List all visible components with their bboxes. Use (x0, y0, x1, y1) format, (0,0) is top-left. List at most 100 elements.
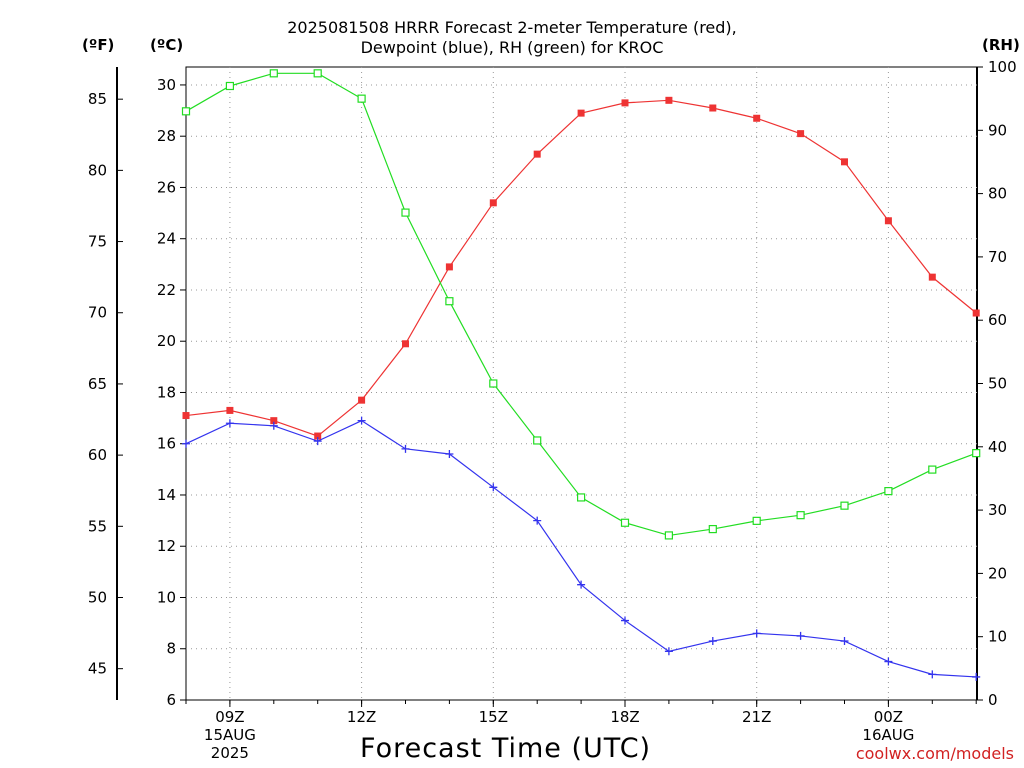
rh-point (489, 379, 498, 388)
plot-frame (185, 66, 978, 701)
temperature-point (797, 130, 805, 138)
dewpoint-point (445, 449, 454, 458)
x-tick-label: 00Z (874, 708, 903, 726)
celsius-tick-label: 12 (157, 537, 176, 555)
rh-tick-label: 60 (988, 311, 1007, 329)
x-tick-label: 15Z (479, 708, 508, 726)
rh-point (225, 81, 234, 91)
temperature-point (841, 158, 848, 166)
dewpoint-point (577, 580, 586, 589)
rh-series-line (185, 72, 977, 537)
rh-tick-label: 90 (988, 121, 1007, 139)
dewpoint-point (928, 670, 937, 679)
rh-tick-label: 50 (988, 375, 1007, 393)
rh-tick-label: 70 (988, 248, 1007, 266)
fahrenheit-tick-label: 45 (88, 660, 107, 678)
temperature-point (884, 217, 892, 225)
temperature-point (928, 273, 936, 281)
temperature-point (358, 396, 366, 404)
celsius-tick-label: 16 (157, 435, 176, 453)
rh-point (928, 465, 937, 474)
fahrenheit-tick-label: 70 (88, 304, 107, 322)
rh-tick-label: 30 (988, 501, 1007, 519)
rh-point (401, 208, 410, 217)
celsius-tick-label: 28 (157, 127, 176, 145)
dewpoint-point (225, 419, 234, 428)
dewpoint-point (489, 483, 498, 492)
dewpoint-point (884, 657, 893, 666)
rh-point (533, 436, 542, 445)
fahrenheit-tick-label: 85 (88, 90, 107, 108)
dewpoint-point (840, 637, 849, 646)
celsius-tick-label: 20 (157, 332, 176, 350)
celsius-tick-label: 14 (157, 486, 176, 504)
rh-point (576, 493, 586, 502)
temperature-point (709, 104, 717, 112)
temperature-point (270, 417, 278, 425)
rh-point (357, 94, 366, 103)
celsius-tick-label: 18 (157, 383, 176, 401)
temperature-point (753, 114, 761, 122)
rh-point (708, 524, 717, 534)
dewpoint-point (664, 647, 673, 656)
celsius-tick-label: 8 (166, 640, 176, 658)
dewpoint-point (972, 672, 981, 681)
rh-tick-label: 100 (988, 58, 1017, 76)
temperature-point (533, 150, 541, 158)
x-tick-label: 18Z (610, 708, 639, 726)
credit-text: coolwx.com/models (855, 744, 1014, 763)
x-tick-sublabel: 2025 (211, 744, 249, 762)
dewpoint-series-line (185, 419, 977, 678)
rh-tick-label: 40 (988, 438, 1007, 456)
celsius-tick-label: 30 (157, 76, 176, 94)
x-tick-label: 21Z (742, 708, 771, 726)
dewpoint-point (182, 439, 190, 448)
temperature-point (665, 96, 673, 104)
celsius-tick-label: 6 (166, 691, 176, 709)
fahrenheit-tick-label: 65 (88, 375, 107, 393)
celsius-tick-label: 10 (157, 588, 176, 606)
rh-point (752, 516, 761, 525)
temperature-point (226, 406, 234, 414)
dewpoint-point (401, 444, 410, 453)
x-axis-label: Forecast Time (UTC) (360, 733, 652, 764)
temperature-point (402, 340, 409, 348)
fahrenheit-unit-label: (ºF) (82, 36, 115, 54)
rh-point (796, 511, 805, 520)
rh-tick-label: 20 (988, 564, 1007, 582)
rh-tick-label: 80 (988, 185, 1007, 203)
temperature-series-line (185, 99, 977, 437)
celsius-tick-label: 26 (157, 178, 176, 196)
dewpoint-point (269, 421, 278, 430)
rh-point (840, 501, 849, 510)
dewpoint-point (357, 416, 366, 425)
x-tick-sublabel: 16AUG (862, 726, 914, 744)
fahrenheit-tick-label: 75 (88, 233, 107, 251)
rh-point (884, 487, 893, 496)
dewpoint-point (752, 629, 761, 638)
celsius-unit-label: (ºC) (150, 36, 184, 54)
dewpoint-point (796, 631, 805, 640)
x-tick-label: 09Z (215, 708, 244, 726)
temperature-point (489, 199, 497, 207)
rh-tick-label: 0 (988, 691, 998, 709)
rh-point (313, 69, 322, 78)
temperature-point (314, 432, 322, 440)
fahrenheit-tick-label: 50 (88, 588, 107, 606)
chart-title-line2: Dewpoint (blue), RH (green) for KROC (360, 38, 664, 57)
temperature-point (621, 99, 629, 107)
fahrenheit-tick-label: 60 (88, 446, 107, 464)
temperature-point (445, 263, 453, 271)
rh-unit-label: (RH) (982, 36, 1020, 54)
rh-point (664, 531, 674, 540)
temperature-point (972, 309, 980, 317)
rh-point (972, 449, 981, 458)
rh-tick-label: 10 (988, 628, 1007, 646)
celsius-tick-label: 22 (157, 281, 176, 299)
dewpoint-point (621, 616, 629, 625)
dewpoint-point (313, 437, 322, 446)
celsius-tick-label: 24 (157, 230, 176, 248)
rh-point (445, 297, 454, 306)
chart-title-line1: 2025081508 HRRR Forecast 2-meter Tempera… (287, 18, 737, 37)
